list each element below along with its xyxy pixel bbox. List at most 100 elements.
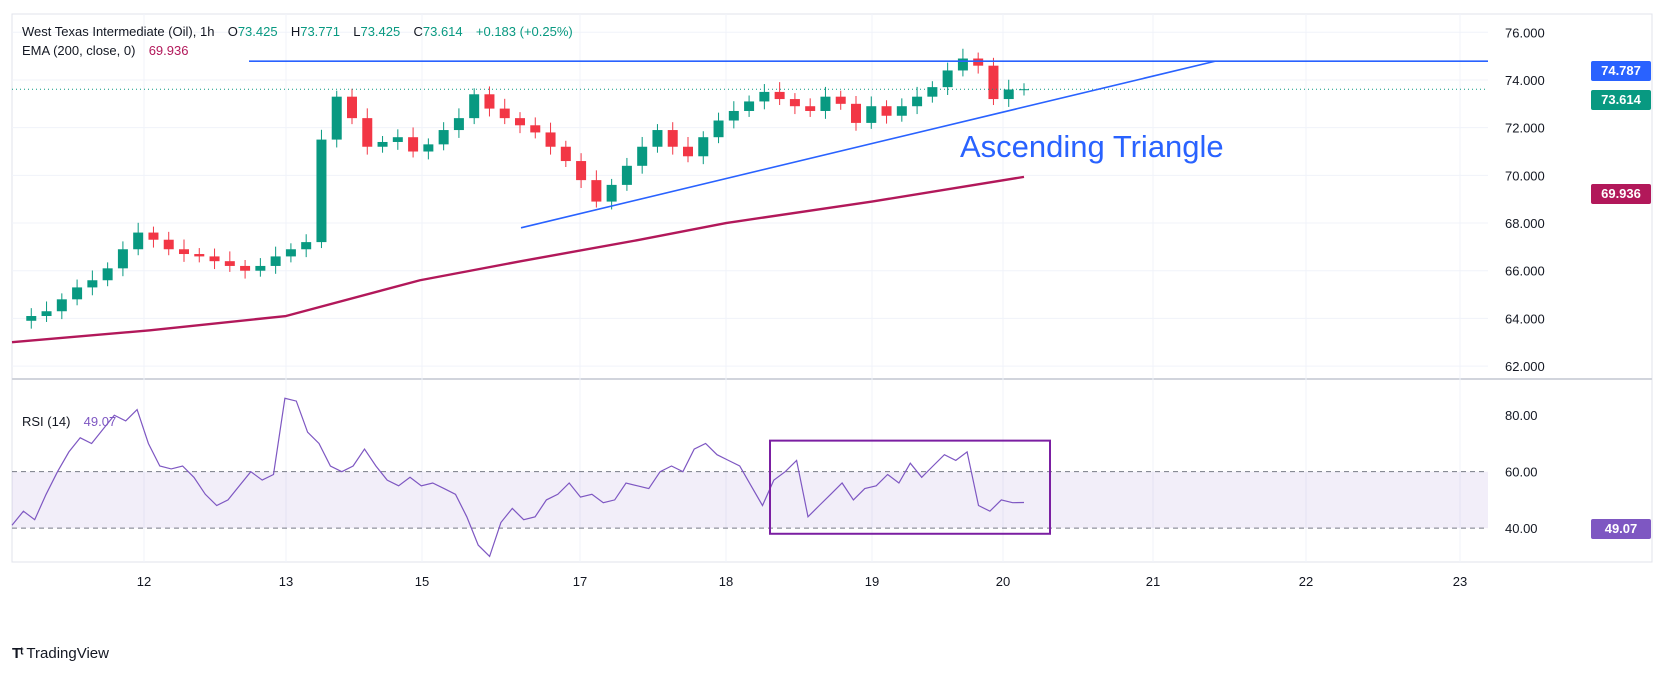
candle-body <box>362 118 373 147</box>
candle-body <box>576 161 587 181</box>
candle-body <box>148 232 159 240</box>
candle-body <box>637 146 648 166</box>
tradingview-brand[interactable]: Tᵗ TradingView <box>12 645 109 662</box>
candle-body <box>652 130 663 147</box>
candle-body <box>591 180 602 202</box>
candle-body <box>285 249 296 257</box>
candle-body <box>789 99 800 107</box>
price-tick-label: 68.000 <box>1505 216 1545 231</box>
candle-body <box>133 232 144 250</box>
candle-body <box>26 316 37 321</box>
rsi-legend-label: RSI (14) <box>22 414 71 429</box>
candle-body <box>209 256 220 262</box>
rsi-legend-value: 49.07 <box>83 414 117 429</box>
candle-body <box>728 110 739 121</box>
open-key: O <box>227 24 238 39</box>
high-key: H <box>290 24 301 39</box>
resistance-price-label: 74.787 <box>1591 61 1651 81</box>
time-tick-label: 12 <box>137 574 151 589</box>
candle-body <box>530 125 541 133</box>
candle-body <box>316 139 327 243</box>
candle-body <box>331 96 342 140</box>
price-tick-label: 64.000 <box>1505 311 1545 326</box>
time-tick-label: 18 <box>719 574 733 589</box>
candle-body <box>713 120 724 138</box>
candle-body <box>102 268 113 281</box>
time-tick-label: 20 <box>996 574 1010 589</box>
time-tick-label: 23 <box>1453 574 1467 589</box>
time-tick-label: 17 <box>573 574 587 589</box>
price-tick-label: 66.000 <box>1505 264 1545 279</box>
ascending-triangle-annotation: Ascending Triangle <box>960 129 1224 164</box>
candle-body <box>240 265 251 271</box>
rsi-tick-label: 60.00 <box>1505 465 1538 480</box>
high-value: 73.771 <box>300 24 340 39</box>
candle-body <box>224 261 235 266</box>
time-tick-label: 19 <box>865 574 879 589</box>
candle-body <box>179 249 189 255</box>
candle-body <box>744 101 755 111</box>
candle-body <box>499 108 510 119</box>
time-tick-label: 21 <box>1146 574 1160 589</box>
last-price-label: 73.614 <box>1591 90 1651 110</box>
candle-body <box>41 311 52 317</box>
candle-body <box>72 287 83 300</box>
candle-body <box>927 87 938 97</box>
close-value: 73.614 <box>422 24 463 39</box>
candle-body <box>805 106 816 111</box>
candle-body <box>912 96 923 107</box>
candle-body <box>683 146 693 157</box>
candle-body <box>820 96 831 111</box>
candle-body <box>973 58 984 66</box>
ema-price-label: 69.936 <box>1591 184 1651 204</box>
support-trendline <box>520 60 1216 229</box>
rsi-line <box>11 397 1025 558</box>
rsi-value-label: 49.07 <box>1591 519 1651 539</box>
symbol-legend: West Texas Intermediate (Oil), 1h O73.42… <box>22 24 573 39</box>
candle-body <box>377 141 388 147</box>
low-key: L <box>353 24 361 39</box>
candle-body <box>698 137 709 157</box>
candle-body <box>621 165 632 185</box>
open-value: 73.425 <box>237 24 278 39</box>
candle-body <box>469 94 480 119</box>
candle-body <box>545 132 556 147</box>
candle-body <box>56 299 67 312</box>
price-tick-label: 76.000 <box>1505 25 1545 40</box>
candle-body <box>851 103 861 123</box>
rsi-tick-label: 40.00 <box>1505 521 1538 536</box>
time-tick-label: 13 <box>279 574 293 589</box>
time-tick-label: 22 <box>1299 574 1313 589</box>
candle-body <box>301 242 312 250</box>
candle-body <box>1003 89 1014 100</box>
candle-body <box>347 96 357 119</box>
price-tick-label: 74.000 <box>1505 73 1545 88</box>
candle-body <box>194 254 205 257</box>
rsi-highlight-box <box>769 439 1051 535</box>
ema-legend-label: EMA (200, close, 0) <box>22 43 136 58</box>
candle-body <box>87 280 98 288</box>
tradingview-logo-icon: Tᵗ <box>12 645 23 662</box>
candle-body <box>942 70 953 88</box>
candle-body <box>392 137 403 142</box>
ema-line <box>11 175 1025 344</box>
candle-body <box>667 130 678 147</box>
candle-body <box>270 256 281 266</box>
candle-body <box>255 265 266 271</box>
candle-body <box>560 146 571 162</box>
low-value: 73.425 <box>360 24 401 39</box>
candle-body <box>515 118 525 126</box>
candle-body <box>484 94 495 109</box>
candle-body <box>774 91 785 100</box>
change-value: +0.183 (+0.25%) <box>475 24 573 39</box>
plot-frame <box>11 13 1653 563</box>
price-tick-label: 70.000 <box>1505 168 1545 183</box>
candle-body <box>117 249 128 269</box>
candle-body <box>606 184 617 202</box>
candle-body <box>438 130 449 145</box>
candle-body <box>896 106 907 116</box>
ema-legend: EMA (200, close, 0) 69.936 <box>22 43 188 58</box>
candle-body <box>163 239 174 250</box>
